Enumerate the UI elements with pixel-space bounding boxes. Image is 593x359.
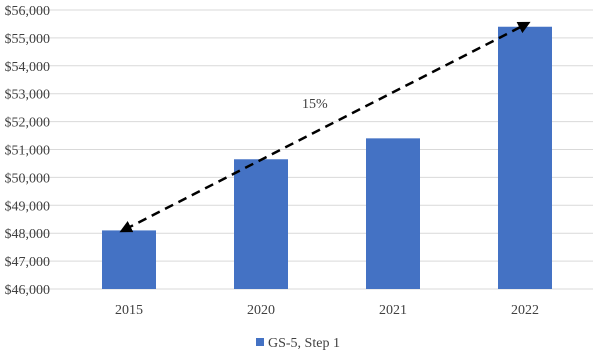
bar (366, 138, 420, 289)
growth-annotation: 15% (119, 21, 531, 233)
bar (102, 230, 156, 289)
x-tick-label: 2020 (247, 303, 275, 318)
legend-swatch (256, 338, 264, 346)
y-tick-label: $51,000 (5, 144, 51, 159)
y-tick-label: $52,000 (5, 116, 51, 131)
bar (498, 26, 552, 290)
growth-arrow (119, 21, 531, 233)
y-tick-label: $50,000 (5, 171, 51, 186)
bar (234, 159, 288, 289)
y-tick-label: $49,000 (5, 199, 51, 214)
y-axis-ticks: $46,000 $47,000 $48,000 $49,000 $50,000 $51,0… (5, 4, 51, 298)
y-tick-label: $54,000 (5, 60, 51, 75)
y-tick-label: $53,000 (5, 88, 51, 103)
y-tick-label: $47,000 (5, 255, 51, 270)
x-axis-ticks: 2015 2020 2021 2022 (115, 303, 539, 318)
legend: GS-5, Step 1 (256, 336, 340, 351)
y-tick-label: $46,000 (5, 283, 51, 298)
x-tick-label: 2022 (511, 303, 539, 318)
x-tick-label: 2021 (379, 303, 407, 318)
y-tick-label: $48,000 (5, 227, 51, 242)
legend-label: GS-5, Step 1 (268, 336, 340, 351)
y-tick-label: $55,000 (5, 32, 51, 47)
x-tick-label: 2015 (115, 303, 143, 318)
growth-label: 15% (302, 97, 328, 112)
y-tick-label: $56,000 (5, 4, 51, 19)
